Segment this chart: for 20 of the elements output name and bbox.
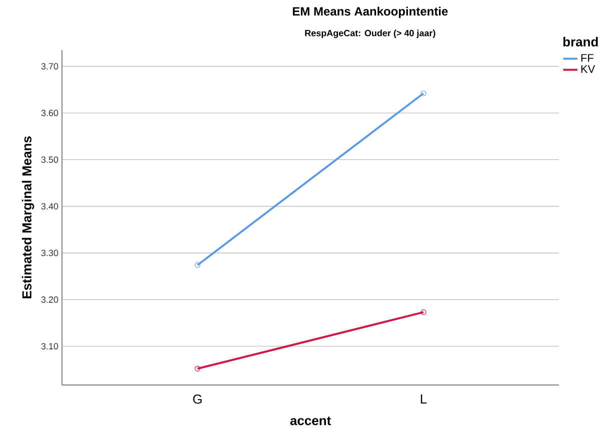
- legend-label: KV: [581, 65, 596, 73]
- legend-label: FF: [581, 54, 594, 62]
- point: [420, 309, 426, 315]
- y-tick-label: 3.50: [41, 156, 58, 163]
- point: [194, 262, 200, 268]
- y-tick-label: 3.60: [41, 110, 58, 116]
- chart-subtitle: RespAgeCat: Ouder (> 40 jaar): [305, 30, 436, 38]
- chart-title: EM Means Aankoopintentie: [292, 6, 448, 18]
- point: [194, 366, 200, 372]
- x-tick-label: G: [193, 394, 202, 404]
- y-tick-label: 3.20: [41, 296, 58, 303]
- x-axis-title: accent: [290, 416, 331, 426]
- y-axis-title: Estimated Marginal Means: [22, 136, 34, 298]
- y-tick-label: 3.70: [41, 63, 58, 70]
- y-tick-label: 3.40: [41, 203, 58, 210]
- y-tick-label: 3.30: [41, 250, 58, 256]
- point: [420, 90, 426, 96]
- x-tick-label: L: [420, 394, 427, 404]
- y-tick-label: 3.10: [41, 343, 58, 350]
- legend-title: brand: [563, 36, 598, 46]
